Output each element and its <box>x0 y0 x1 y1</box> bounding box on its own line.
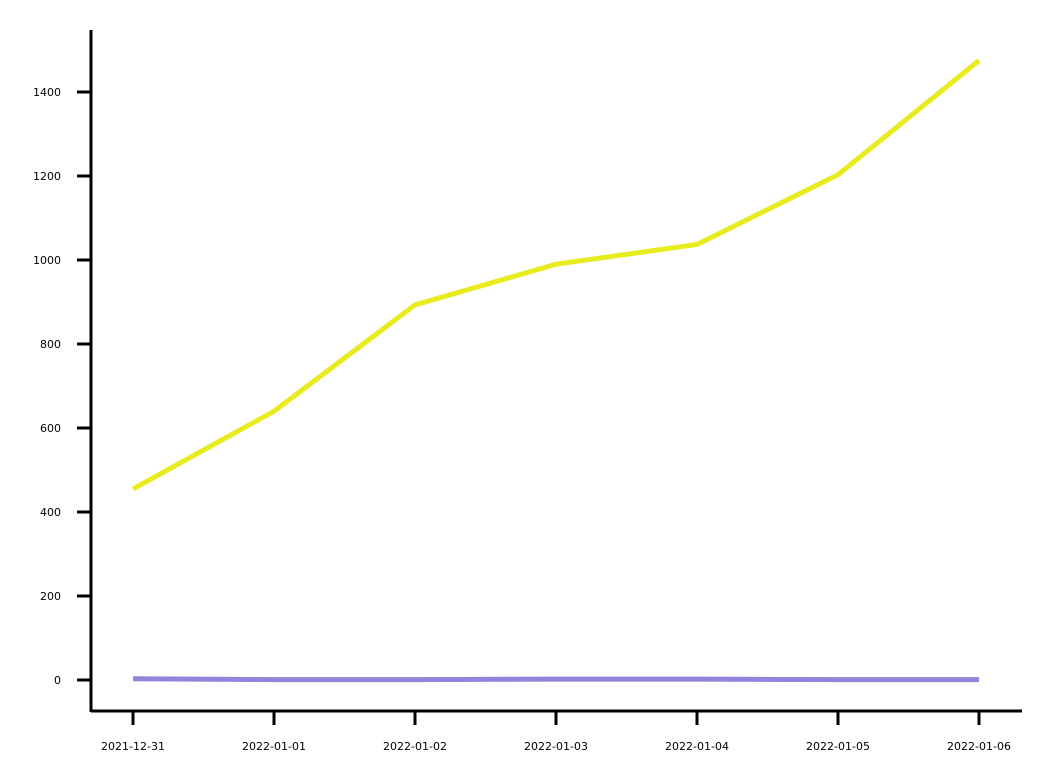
x-tick-label: 2022-01-06 <box>947 740 1011 753</box>
y-tick-label: 600 <box>40 422 61 435</box>
y-tick-label: 1400 <box>33 86 61 99</box>
y-tick-label: 800 <box>40 338 61 351</box>
y-tick-label: 1000 <box>33 254 61 267</box>
axes <box>89 30 1022 713</box>
y-tick-label: 400 <box>40 506 61 519</box>
y-tick-label: 1200 <box>33 170 61 183</box>
x-tick-label: 2022-01-01 <box>242 740 306 753</box>
x-ticks: 2021-12-31 2022-01-01 2022-01-02 2022-01-03… <box>101 711 1011 753</box>
x-tick-label: 2022-01-04 <box>665 740 729 753</box>
x-tick-label: 2022-01-02 <box>383 740 447 753</box>
x-tick-label: 2021-12-31 <box>101 740 165 753</box>
y-tick-label: 200 <box>40 590 61 603</box>
y-ticks: 0 200 400 600 800 1000 1200 1400 <box>33 86 91 687</box>
x-tick-label: 2022-01-03 <box>524 740 588 753</box>
x-tick-label: 2022-01-05 <box>806 740 870 753</box>
series-line-2 <box>132 676 979 683</box>
series-line-1 <box>131 58 981 492</box>
y-tick-label: 0 <box>54 674 61 687</box>
series-layer <box>131 58 981 683</box>
